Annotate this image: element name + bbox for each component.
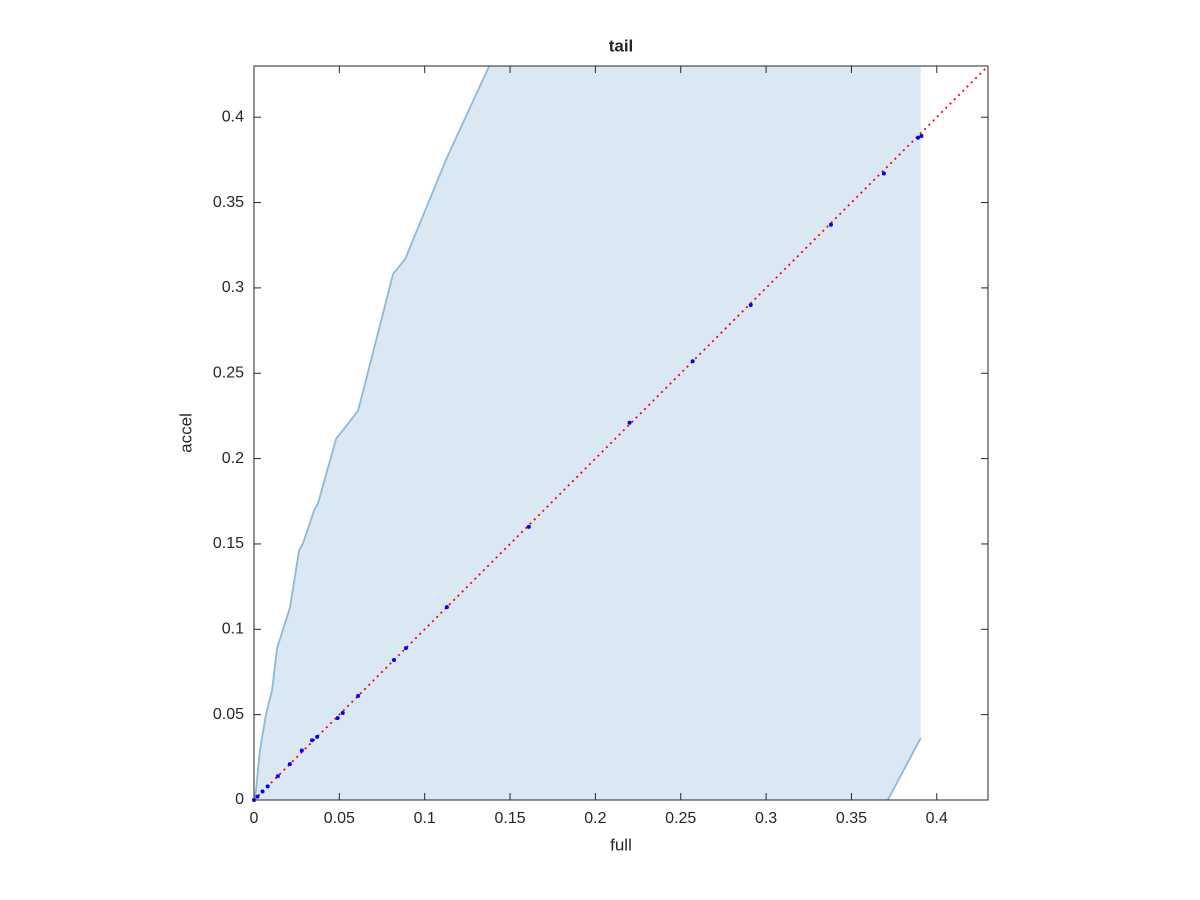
data-point xyxy=(627,420,632,425)
data-point xyxy=(310,738,315,743)
y-axis-label: accel xyxy=(176,413,195,453)
data-point xyxy=(299,748,304,753)
data-point xyxy=(526,524,531,529)
y-tick-label: 0.2 xyxy=(222,450,244,467)
data-point xyxy=(265,784,270,789)
data-point xyxy=(340,710,345,715)
data-point xyxy=(828,222,833,227)
y-tick-label: 0 xyxy=(235,791,244,808)
y-tick-label: 0.25 xyxy=(213,364,244,381)
x-tick-label: 0.15 xyxy=(494,810,525,827)
data-point xyxy=(916,135,921,140)
y-tick-label: 0.3 xyxy=(222,279,244,296)
data-point xyxy=(391,658,396,663)
data-point xyxy=(690,359,695,364)
x-tick-label: 0.1 xyxy=(414,810,436,827)
band-boundary xyxy=(253,65,491,801)
x-tick-label: 0.35 xyxy=(836,810,867,827)
data-point xyxy=(403,646,408,651)
y-tick-label: 0.35 xyxy=(213,194,244,211)
data-point xyxy=(748,302,753,307)
x-tick-label: 0.05 xyxy=(324,810,355,827)
x-tick-label: 0.4 xyxy=(926,810,948,827)
x-tick-label: 0 xyxy=(250,810,259,827)
data-point xyxy=(260,789,265,794)
x-tick-label: 0.25 xyxy=(665,810,696,827)
data-point xyxy=(444,605,449,610)
band-boundary xyxy=(887,737,922,801)
y-tick-label: 0.1 xyxy=(222,621,244,638)
y-tick-label: 0.4 xyxy=(222,108,244,125)
data-point xyxy=(919,133,924,138)
data-point xyxy=(315,734,320,739)
chart-title: tail xyxy=(609,36,634,55)
reference-line xyxy=(253,65,989,801)
axes-box xyxy=(253,65,989,801)
band-fill xyxy=(254,66,921,800)
data-point xyxy=(335,716,340,721)
data-point xyxy=(255,794,260,799)
data-point xyxy=(287,762,292,767)
y-tick-label: 0.05 xyxy=(213,706,244,723)
y-tick-label: 0.15 xyxy=(213,535,244,552)
x-axis-label: full xyxy=(610,835,632,854)
data-point xyxy=(275,774,280,779)
x-tick-label: 0.2 xyxy=(584,810,606,827)
x-tick-label: 0.3 xyxy=(755,810,777,827)
data-point xyxy=(356,693,361,698)
data-point xyxy=(881,171,886,176)
